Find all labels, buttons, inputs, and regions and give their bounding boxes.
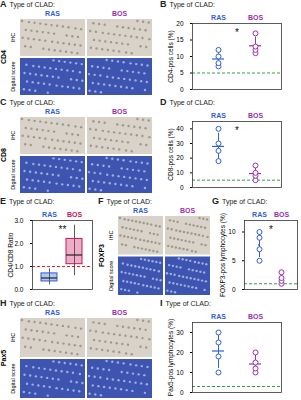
svg-text:RAS: RAS [252, 211, 267, 218]
svg-text:BOS: BOS [248, 112, 264, 119]
svg-text:CD8: CD8 [0, 148, 7, 162]
svg-text:0: 0 [232, 286, 236, 293]
svg-text:RAS: RAS [211, 313, 226, 320]
svg-text:IHC: IHC [10, 333, 16, 343]
svg-text:3.0: 3.0 [14, 217, 23, 224]
svg-text:10: 10 [176, 53, 184, 60]
svg-text:FOXP3-pos lymphocytes (%): FOXP3-pos lymphocytes (%) [219, 213, 227, 297]
svg-text:CD4: CD4 [0, 50, 7, 64]
svg-text:0: 0 [180, 184, 184, 191]
svg-text:CD4-pos cells (%): CD4-pos cells (%) [167, 30, 175, 82]
svg-text:0: 0 [180, 86, 184, 93]
svg-text:Digital score: Digital score [10, 159, 16, 189]
html-text:C Type of CLAD:: C Type of CLAD: [0, 97, 55, 107]
svg-text:40: 40 [176, 125, 184, 132]
svg-text:BOS: BOS [274, 211, 290, 218]
html-text:E Type of CLAD:: E Type of CLAD: [0, 196, 55, 206]
html-text:I Type of CLAD:: I Type of CLAD: [160, 298, 211, 308]
svg-text:FOXP3: FOXP3 [98, 244, 105, 267]
svg-text:Pax5: Pax5 [0, 350, 7, 366]
svg-text:Pax5-pos lymphocytes (%): Pax5-pos lymphocytes (%) [167, 319, 175, 396]
svg-text:10: 10 [176, 369, 184, 376]
svg-text:*: * [235, 125, 239, 136]
svg-text:0.0: 0.0 [14, 286, 23, 293]
svg-text:RAS: RAS [211, 112, 226, 119]
svg-text:IHC: IHC [10, 33, 16, 43]
svg-text:BOS: BOS [180, 207, 196, 214]
svg-text:Digital score: Digital score [10, 61, 16, 91]
svg-text:RAS: RAS [42, 211, 57, 218]
svg-text:*: * [269, 224, 273, 235]
html-text:D Type of CLAD:: D Type of CLAD: [160, 97, 215, 107]
svg-text:1.0: 1.0 [14, 263, 23, 270]
svg-text:**: ** [59, 224, 67, 235]
html-text:A Type of CLAD:: A Type of CLAD: [0, 0, 55, 9]
html-text:B Type of CLAD:: B Type of CLAD: [160, 0, 215, 9]
svg-text:CD8-pos cells (%): CD8-pos cells (%) [167, 128, 175, 180]
html-text:H Type of CLAD:: H Type of CLAD: [0, 298, 55, 308]
svg-text:30: 30 [176, 329, 184, 336]
svg-text:30: 30 [176, 140, 184, 147]
svg-text:Digital score: Digital score [108, 261, 114, 291]
svg-text:5: 5 [180, 69, 184, 76]
svg-text:20: 20 [176, 349, 184, 356]
svg-text:IHC: IHC [10, 131, 16, 141]
svg-text:Digital score: Digital score [10, 363, 16, 393]
svg-text:RAS: RAS [133, 207, 148, 214]
svg-text:2.0: 2.0 [14, 240, 23, 247]
svg-text:*: * [235, 27, 239, 38]
html-text:G Type of CLAD:: G Type of CLAD: [212, 196, 268, 206]
svg-text:IHC: IHC [108, 230, 114, 240]
svg-text:RAS: RAS [211, 14, 226, 21]
svg-text:BOS: BOS [112, 309, 128, 316]
svg-text:BOS: BOS [112, 10, 128, 17]
svg-text:10: 10 [228, 228, 236, 235]
svg-text:20: 20 [176, 20, 184, 27]
svg-text:BOS: BOS [112, 108, 128, 115]
svg-text:RAS: RAS [45, 309, 60, 316]
svg-text:20: 20 [176, 154, 184, 161]
svg-text:0: 0 [180, 389, 184, 396]
svg-text:RAS: RAS [45, 10, 60, 17]
svg-text:10: 10 [176, 169, 184, 176]
html-text:F Type of CLAD:: F Type of CLAD: [98, 196, 152, 206]
svg-text:5: 5 [232, 257, 236, 264]
svg-text:BOS: BOS [248, 14, 264, 21]
svg-text:RAS: RAS [45, 108, 60, 115]
svg-text:15: 15 [176, 36, 184, 43]
svg-text:BOS: BOS [248, 313, 264, 320]
svg-text:BOS: BOS [67, 211, 83, 218]
svg-text:CD4/CD8 Ratio: CD4/CD8 Ratio [7, 232, 14, 277]
